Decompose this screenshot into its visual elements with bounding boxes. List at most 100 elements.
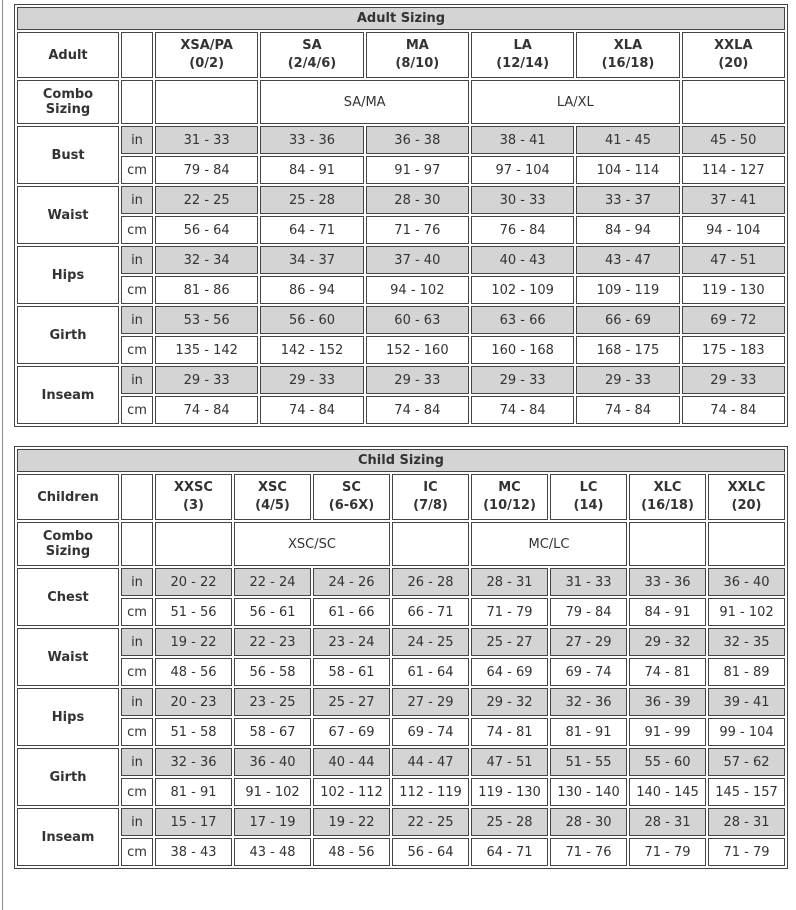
measurement-value-cell: 135 - 142 [155,336,259,364]
measurement-value-cell: 57 - 62 [708,748,785,776]
measurement-value-cell: 25 - 27 [471,628,548,656]
child-sizing-table: Child Sizing Children XXSC (3) XSC (4/5) SC (6-… [14,446,788,869]
measurement-value-cell: 168 - 175 [576,336,680,364]
measurement-value-cell: 25 - 27 [313,688,390,716]
unit-in-cell: in [121,568,153,596]
table-title-row: Adult Sizing [17,7,785,30]
measurement-value-cell: 112 - 119 [392,778,469,806]
size-code: XLC [653,480,682,495]
measurement-value-cell: 51 - 55 [550,748,627,776]
measurement-value-cell: 43 - 47 [576,246,680,274]
size-code: XXLC [727,480,766,495]
measurement-value-cell: 19 - 22 [155,628,232,656]
combo-size-cell [681,80,785,124]
adult-sizing-table: Adult Sizing Adult XSA/PA (0/2) SA (2/4/6) MA (… [14,4,788,427]
measurement-value-cell: 29 - 33 [576,366,680,394]
measurement-value-cell: 91 - 99 [629,718,706,746]
unit-cm-cell: cm [121,336,153,364]
measurement-value-cell: 56 - 64 [155,216,259,244]
size-column-header: MC (10/12) [471,474,548,520]
measurement-value-cell: 74 - 84 [470,396,575,424]
size-column-header: XXSC (3) [155,474,232,520]
combo-size-cell: SA/MA [260,80,469,124]
measurement-value-cell: 22 - 24 [234,568,311,596]
measurement-value-cell: 81 - 86 [155,276,259,304]
size-column-header: LC (14) [550,474,627,520]
unit-in-cell: in [121,246,153,274]
adult-sizing-table-slot: Adult Sizing Adult XSA/PA (0/2) SA (2/4/6) MA (… [14,4,788,427]
measurement-value-cell: 15 - 17 [155,808,232,836]
size-code: LA [513,38,532,53]
measurement-value-cell: 71 - 79 [708,838,785,866]
combo-size-cell [155,522,232,566]
combo-size-cell: MC/LC [471,522,627,566]
measurement-value-cell: 69 - 72 [681,306,785,334]
unit-spacer-cell [121,522,153,566]
measurement-label-cell: Chest [17,568,119,626]
measurement-value-cell: 22 - 25 [392,808,469,836]
measurement-value-cell: 29 - 33 [365,366,469,394]
measurement-value-cell: 22 - 23 [234,628,311,656]
size-code: XXSC [174,480,213,495]
measurement-value-cell: 28 - 31 [708,808,785,836]
combo-sizing-label: Combo Sizing [17,522,119,566]
measurement-value-cell: 55 - 60 [629,748,706,776]
measurement-value-cell: 175 - 183 [681,336,785,364]
size-range: (16/18) [601,56,655,71]
measurement-in-row: Inseam in 15 - 17 17 - 19 19 - 22 22 - 25 25 -… [17,808,785,866]
measurement-value-cell: 31 - 33 [155,126,259,154]
size-code: XSA/PA [180,38,233,53]
measurement-value-cell: 24 - 25 [392,628,469,656]
measurement-value-cell: 32 - 34 [155,246,259,274]
measurement-value-cell: 61 - 66 [313,598,390,626]
measurement-value-cell: 74 - 81 [471,718,548,746]
combo-size-cell [392,522,469,566]
measurement-value-cell: 29 - 32 [471,688,548,716]
measurement-value-cell: 23 - 25 [234,688,311,716]
unit-cm-cell: cm [121,216,153,244]
measurement-value-cell: 94 - 104 [681,216,785,244]
unit-cm-cell: cm [121,718,153,746]
measurement-cm-row: cm 81 - 86 86 - 94 94 - 102 102 - 109 109 - 1… [17,276,785,304]
measurement-value-cell: 60 - 63 [365,306,469,334]
measurement-value-cell: 32 - 36 [155,748,232,776]
measurement-value-cell: 114 - 127 [681,156,785,184]
measurement-value-cell: 27 - 29 [550,628,627,656]
measurement-value-cell: 44 - 47 [392,748,469,776]
measurement-cm-row: cm 48 - 56 56 - 58 58 - 61 61 - 64 64 - 69 69 … [17,658,785,686]
combo-sizing-row: Combo Sizing SA/MA LA/XL [17,80,785,124]
combo-size-cell [708,522,785,566]
measurement-value-cell: 41 - 45 [576,126,680,154]
measurement-value-cell: 17 - 19 [234,808,311,836]
measurement-value-cell: 56 - 61 [234,598,311,626]
measurement-value-cell: 36 - 39 [629,688,706,716]
unit-cm-cell: cm [121,156,153,184]
size-column-header: LA (12/14) [470,32,575,78]
measurement-value-cell: 130 - 140 [550,778,627,806]
measurement-label-cell: Hips [17,688,119,746]
group-label-cell: Children [17,474,119,520]
group-label-cell: Adult [17,32,119,78]
unit-cm-cell: cm [121,276,153,304]
measurement-value-cell: 79 - 84 [550,598,627,626]
measurement-value-cell: 81 - 89 [708,658,785,686]
unit-spacer-cell [121,32,153,78]
measurement-value-cell: 20 - 23 [155,688,232,716]
measurement-value-cell: 25 - 28 [260,186,364,214]
measurement-value-cell: 39 - 41 [708,688,785,716]
unit-in-cell: in [121,366,153,394]
measurement-value-cell: 104 - 114 [576,156,680,184]
size-column-header: XXLC (20) [708,474,785,520]
child-sizing-table-slot: Child Sizing Children XXSC (3) XSC (4/5) SC (6-… [14,446,788,869]
measurement-value-cell: 19 - 22 [313,808,390,836]
measurement-value-cell: 71 - 76 [365,216,469,244]
size-code: XSC [258,480,287,495]
size-column-header: SA (2/4/6) [260,32,364,78]
measurement-value-cell: 38 - 43 [155,838,232,866]
unit-cm-cell: cm [121,658,153,686]
size-range: (20) [718,56,749,71]
measurement-value-cell: 24 - 26 [313,568,390,596]
measurement-value-cell: 29 - 33 [260,366,364,394]
size-column-header: XXLA (20) [681,32,785,78]
size-range: (12/14) [496,56,550,71]
